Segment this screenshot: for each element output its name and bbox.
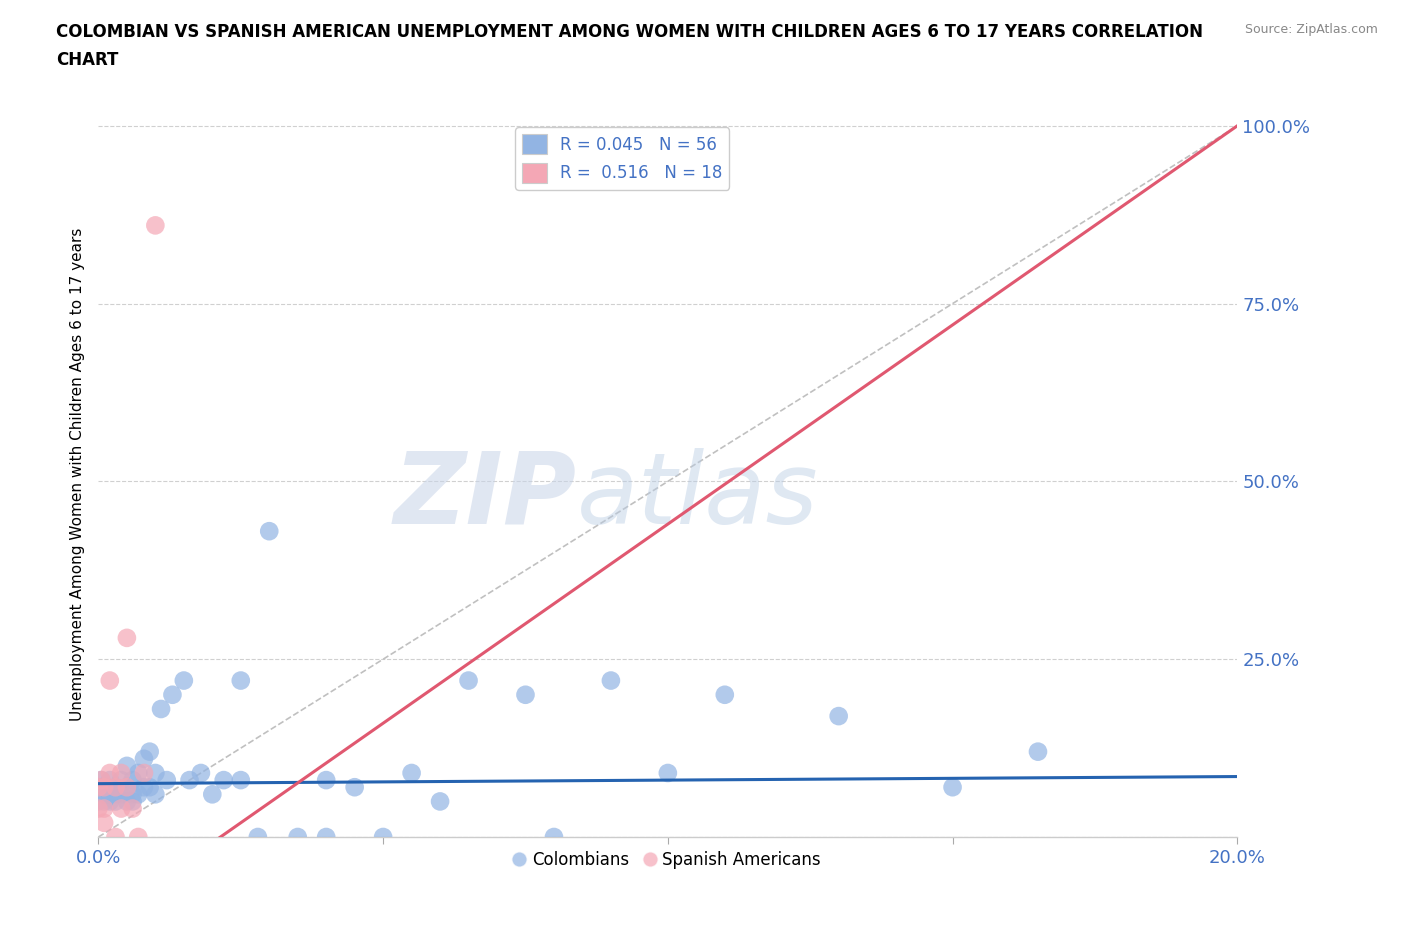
Point [173, 673, 195, 688]
Point [457, 673, 479, 688]
Point [190, 765, 212, 780]
Point [315, 830, 337, 844]
Point [110, 787, 132, 802]
Point [87, 779, 110, 794]
Point [98, 773, 121, 788]
Point [132, 765, 155, 780]
Point [93, 816, 115, 830]
Point [104, 794, 127, 809]
Point [287, 830, 309, 844]
Point [98, 787, 121, 802]
Point [714, 687, 737, 702]
Point [115, 779, 138, 794]
Point [87, 794, 110, 809]
Point [1026, 744, 1049, 759]
Point [93, 787, 115, 802]
Point [127, 830, 149, 844]
Point [121, 787, 143, 802]
Point [156, 773, 179, 788]
Point [132, 751, 155, 766]
Point [104, 779, 127, 794]
Point [515, 687, 537, 702]
Point [429, 794, 451, 809]
Point [87, 779, 110, 794]
Point [259, 524, 281, 538]
Point [132, 779, 155, 794]
Text: CHART: CHART [56, 51, 118, 69]
Point [115, 779, 138, 794]
Point [138, 779, 160, 794]
Point [246, 830, 269, 844]
Point [115, 794, 138, 809]
Point [212, 773, 235, 788]
Point [98, 673, 121, 688]
Point [127, 787, 149, 802]
Point [90, 773, 112, 788]
Point [110, 765, 132, 780]
Point [127, 765, 149, 780]
Point [942, 779, 965, 794]
Point [229, 773, 252, 788]
Text: atlas: atlas [576, 447, 818, 545]
Point [121, 794, 143, 809]
Point [373, 830, 395, 844]
Point [201, 787, 224, 802]
Point [110, 801, 132, 816]
Point [98, 765, 121, 780]
Point [121, 801, 143, 816]
Text: COLOMBIAN VS SPANISH AMERICAN UNEMPLOYMENT AMONG WOMEN WITH CHILDREN AGES 6 TO 1: COLOMBIAN VS SPANISH AMERICAN UNEMPLOYME… [56, 23, 1204, 41]
Point [343, 779, 366, 794]
Y-axis label: Unemployment Among Women with Children Ages 6 to 17 years: Unemployment Among Women with Children A… [69, 228, 84, 721]
Point [401, 765, 423, 780]
Point [145, 218, 167, 232]
Point [115, 759, 138, 774]
Point [121, 773, 143, 788]
Point [104, 830, 127, 844]
Text: Source: ZipAtlas.com: Source: ZipAtlas.com [1244, 23, 1378, 36]
Point [93, 779, 115, 794]
Point [98, 794, 121, 809]
Legend: Colombians, Spanish Americans: Colombians, Spanish Americans [509, 844, 827, 876]
Point [229, 673, 252, 688]
Point [104, 787, 127, 802]
Point [90, 773, 112, 788]
Point [828, 709, 851, 724]
Point [657, 765, 679, 780]
Point [179, 773, 201, 788]
Point [150, 701, 173, 716]
Point [93, 801, 115, 816]
Point [93, 779, 115, 794]
Point [543, 830, 565, 844]
Point [600, 673, 623, 688]
Point [145, 765, 167, 780]
Point [145, 787, 167, 802]
Point [87, 801, 110, 816]
Point [162, 687, 184, 702]
Point [110, 773, 132, 788]
Point [315, 773, 337, 788]
Point [115, 631, 138, 645]
Point [138, 744, 160, 759]
Text: ZIP: ZIP [394, 447, 576, 545]
Point [104, 779, 127, 794]
Point [93, 794, 115, 809]
